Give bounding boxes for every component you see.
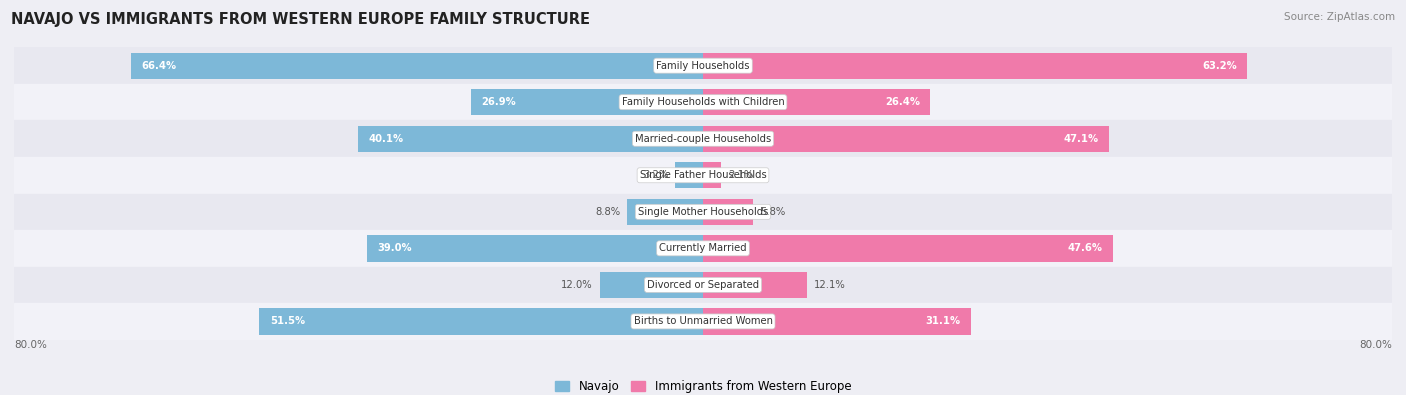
Text: 80.0%: 80.0% bbox=[1360, 340, 1392, 350]
Bar bbox=[131, 53, 703, 79]
Bar bbox=[14, 157, 1392, 194]
Bar bbox=[14, 194, 1392, 230]
Bar bbox=[599, 272, 703, 298]
Bar bbox=[14, 267, 1392, 303]
Text: Single Father Households: Single Father Households bbox=[640, 170, 766, 180]
Bar bbox=[675, 162, 703, 188]
Text: Single Mother Households: Single Mother Households bbox=[638, 207, 768, 217]
Text: 12.0%: 12.0% bbox=[561, 280, 593, 290]
Bar bbox=[703, 308, 970, 335]
Text: 39.0%: 39.0% bbox=[377, 243, 412, 253]
Legend: Navajo, Immigrants from Western Europe: Navajo, Immigrants from Western Europe bbox=[550, 376, 856, 395]
Text: 63.2%: 63.2% bbox=[1202, 61, 1237, 71]
Text: 26.4%: 26.4% bbox=[884, 97, 920, 107]
Text: Divorced or Separated: Divorced or Separated bbox=[647, 280, 759, 290]
Bar bbox=[367, 235, 703, 261]
Text: 47.1%: 47.1% bbox=[1063, 134, 1098, 144]
Text: Births to Unmarried Women: Births to Unmarried Women bbox=[634, 316, 772, 326]
Text: Currently Married: Currently Married bbox=[659, 243, 747, 253]
Text: 2.1%: 2.1% bbox=[728, 170, 754, 180]
Text: Source: ZipAtlas.com: Source: ZipAtlas.com bbox=[1284, 12, 1395, 22]
Text: 8.8%: 8.8% bbox=[595, 207, 620, 217]
Text: NAVAJO VS IMMIGRANTS FROM WESTERN EUROPE FAMILY STRUCTURE: NAVAJO VS IMMIGRANTS FROM WESTERN EUROPE… bbox=[11, 12, 591, 27]
Text: 40.1%: 40.1% bbox=[368, 134, 404, 144]
Text: 12.1%: 12.1% bbox=[814, 280, 846, 290]
Bar bbox=[14, 303, 1392, 340]
Bar bbox=[703, 89, 931, 115]
Bar bbox=[703, 162, 721, 188]
Text: Family Households: Family Households bbox=[657, 61, 749, 71]
Bar bbox=[627, 199, 703, 225]
Text: 47.6%: 47.6% bbox=[1067, 243, 1102, 253]
Text: 51.5%: 51.5% bbox=[270, 316, 305, 326]
Bar bbox=[357, 126, 703, 152]
Text: 26.9%: 26.9% bbox=[482, 97, 516, 107]
Bar bbox=[703, 235, 1114, 261]
Bar bbox=[14, 120, 1392, 157]
Bar bbox=[471, 89, 703, 115]
Bar bbox=[260, 308, 703, 335]
Bar bbox=[703, 272, 807, 298]
Text: Married-couple Households: Married-couple Households bbox=[636, 134, 770, 144]
Bar bbox=[703, 199, 754, 225]
Text: 66.4%: 66.4% bbox=[142, 61, 177, 71]
Text: Family Households with Children: Family Households with Children bbox=[621, 97, 785, 107]
Bar bbox=[14, 47, 1392, 84]
Text: 31.1%: 31.1% bbox=[925, 316, 960, 326]
Text: 5.8%: 5.8% bbox=[759, 207, 785, 217]
Text: 80.0%: 80.0% bbox=[14, 340, 46, 350]
Bar bbox=[703, 126, 1108, 152]
Text: 3.2%: 3.2% bbox=[644, 170, 669, 180]
Bar bbox=[703, 53, 1247, 79]
Bar bbox=[14, 230, 1392, 267]
Bar bbox=[14, 84, 1392, 120]
